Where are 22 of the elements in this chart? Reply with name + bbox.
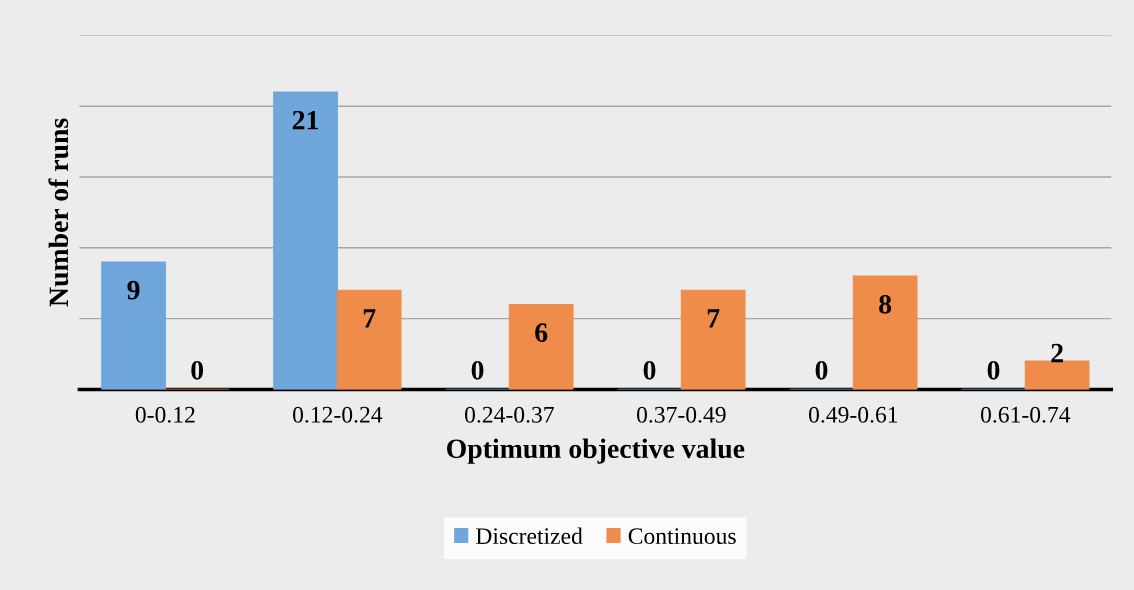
legend-label: Continuous — [628, 528, 736, 545]
data-label: 21 — [292, 110, 318, 130]
legend-label: Discretized — [476, 527, 583, 545]
data-label: 9 — [127, 280, 140, 300]
data-label: 7 — [707, 309, 720, 328]
x-tick-label: 0.24-0.37 — [465, 406, 554, 423]
data-label: 0 — [471, 360, 484, 380]
x-axis-title: Optimum objective value — [447, 438, 745, 464]
x-tick-label: 0.61-0.74 — [980, 406, 1071, 423]
data-label: 0 — [987, 360, 1000, 380]
data-label: 7 — [363, 309, 376, 328]
y-axis-title: Number of runs — [48, 118, 69, 307]
x-tick-label: 0.12-0.24 — [293, 406, 383, 423]
data-label: 2 — [1051, 343, 1063, 363]
data-label: 8 — [879, 294, 892, 314]
x-tick-label: 0.49-0.61 — [808, 406, 898, 423]
data-label: 0 — [191, 360, 204, 380]
x-tick-label: 0.37-0.49 — [636, 406, 726, 423]
data-label: 0 — [815, 360, 828, 380]
data-label: 0 — [643, 360, 656, 380]
data-label: 6 — [535, 323, 548, 342]
x-tick-label: 0-0.12 — [135, 406, 195, 423]
